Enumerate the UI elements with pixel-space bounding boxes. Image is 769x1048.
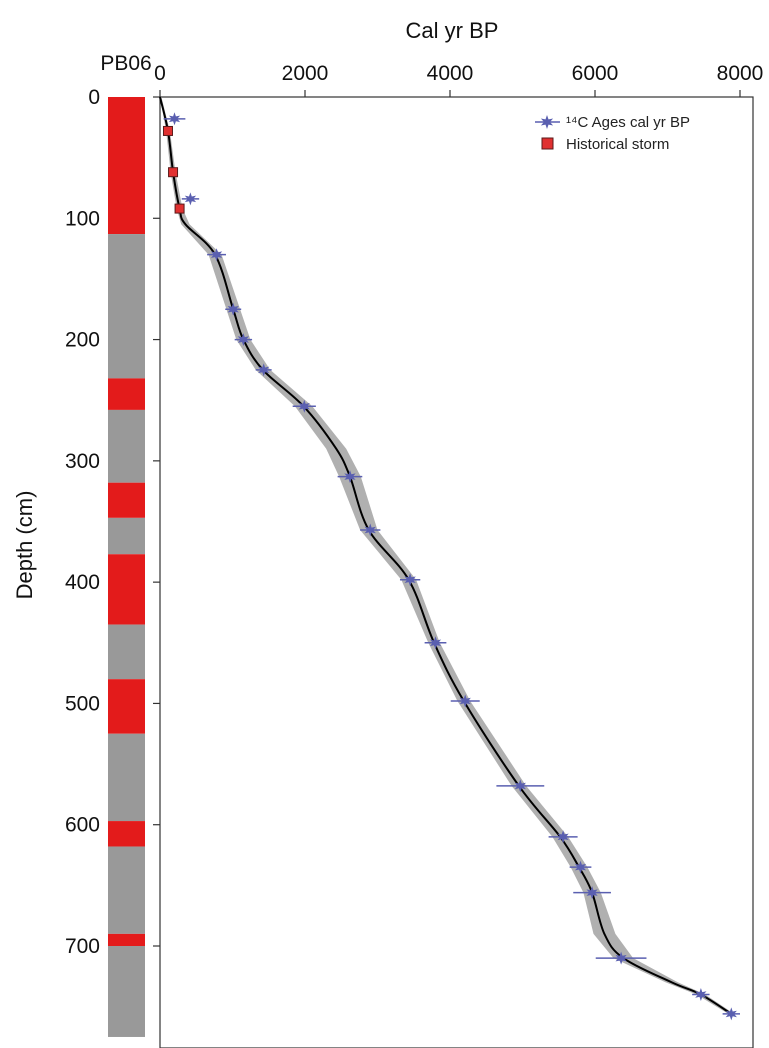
y-tick-label-3: 300 [65, 450, 100, 473]
c14-point-13 [548, 830, 578, 844]
age-model-uncertainty-band [160, 97, 735, 1014]
x-tick-label-2: 4000 [427, 62, 474, 85]
c14-point-0 [163, 112, 186, 126]
legend-item-c14: ¹⁴C Ages cal yr BP [535, 114, 690, 131]
x-tick-label-3: 6000 [572, 62, 619, 85]
core-unit-1 [108, 234, 145, 379]
core-unit-6 [108, 554, 145, 625]
x-tick-label-0: 0 [154, 62, 166, 85]
c14-star-0 [168, 112, 181, 126]
c14-star-11 [459, 694, 471, 708]
y-axis-ticks: 0 100 200 300 400 500 600 700 [65, 86, 160, 958]
c14-star-9 [404, 573, 416, 587]
x-axis-ticks: 0 2000 4000 6000 8000 [154, 62, 763, 97]
legend-storm-square-icon [541, 137, 554, 150]
c14-point-11 [450, 694, 480, 708]
c14-star-3 [227, 302, 239, 316]
legend-item-storm: Historical storm [541, 136, 669, 153]
core-unit-13 [108, 946, 145, 1037]
c14-star-15 [586, 886, 598, 900]
c14-star-10 [429, 636, 442, 650]
legend-storm-label: Historical storm [566, 136, 669, 153]
storm-square-0 [162, 125, 173, 136]
c14-point-2 [207, 248, 226, 262]
c14-point-4 [234, 333, 253, 347]
c14-age-points [163, 112, 740, 1021]
core-unit-0 [108, 97, 145, 235]
x-axis-title: Cal yr BP [406, 18, 499, 43]
core-unit-9 [108, 733, 145, 822]
core-unit-3 [108, 409, 145, 483]
c14-point-17 [692, 988, 710, 1001]
c14-star-14 [574, 860, 587, 874]
core-unit-4 [108, 482, 145, 518]
c14-point-6 [292, 399, 316, 413]
y-tick-label-2: 200 [65, 329, 100, 352]
plot-frame [159, 96, 754, 1048]
c14-point-18 [722, 1007, 740, 1021]
c14-point-10 [424, 636, 447, 650]
c14-star-5 [258, 363, 270, 377]
historical-storm-points [162, 125, 185, 214]
y-tick-label-7: 700 [65, 935, 100, 958]
c14-point-12 [496, 779, 545, 793]
c14-point-1 [181, 192, 200, 206]
legend: ¹⁴C Ages cal yr BP Historical storm [535, 114, 690, 153]
storm-square-2 [174, 203, 185, 214]
legend-c14-label: ¹⁴C Ages cal yr BP [566, 114, 690, 131]
x-tick-label-4: 8000 [717, 62, 764, 85]
c14-star-7 [344, 470, 356, 484]
c14-star-2 [210, 248, 223, 262]
c14-star-12 [514, 779, 526, 793]
y-tick-label-5: 500 [65, 692, 100, 715]
core-unit-12 [108, 933, 145, 946]
c14-star-4 [237, 333, 249, 347]
y-tick-label-6: 600 [65, 814, 100, 837]
c14-point-3 [225, 302, 242, 316]
core-unit-8 [108, 679, 145, 734]
core-label: PB06 [100, 52, 151, 75]
core-column [108, 97, 145, 1037]
c14-point-8 [360, 523, 381, 537]
c14-star-13 [557, 830, 569, 844]
c14-star-17 [695, 988, 707, 1001]
y-tick-label-4: 400 [65, 571, 100, 594]
c14-point-16 [595, 951, 647, 965]
core-unit-7 [108, 624, 145, 680]
age-model-line [159, 96, 732, 1015]
core-unit-11 [108, 846, 145, 934]
core-unit-2 [108, 378, 145, 410]
legend-c14-star-icon [540, 115, 554, 129]
y-tick-label-1: 100 [65, 207, 100, 230]
c14-star-1 [184, 192, 197, 206]
c14-star-8 [364, 523, 376, 537]
age-model-curve [159, 96, 732, 1015]
x-tick-label-1: 2000 [282, 62, 329, 85]
core-unit-10 [108, 821, 145, 847]
c14-point-5 [255, 363, 272, 377]
age-model-band [160, 97, 735, 1014]
y-tick-label-0: 0 [88, 86, 100, 109]
c14-star-6 [298, 399, 310, 413]
c14-point-9 [399, 573, 421, 587]
c14-point-15 [573, 886, 611, 900]
c14-star-16 [615, 951, 627, 965]
storm-square-1 [168, 167, 179, 178]
core-unit-5 [108, 517, 145, 555]
c14-point-7 [337, 470, 363, 484]
c14-star-18 [725, 1007, 737, 1021]
y-axis-title: Depth (cm) [12, 491, 37, 600]
c14-point-14 [569, 860, 592, 874]
